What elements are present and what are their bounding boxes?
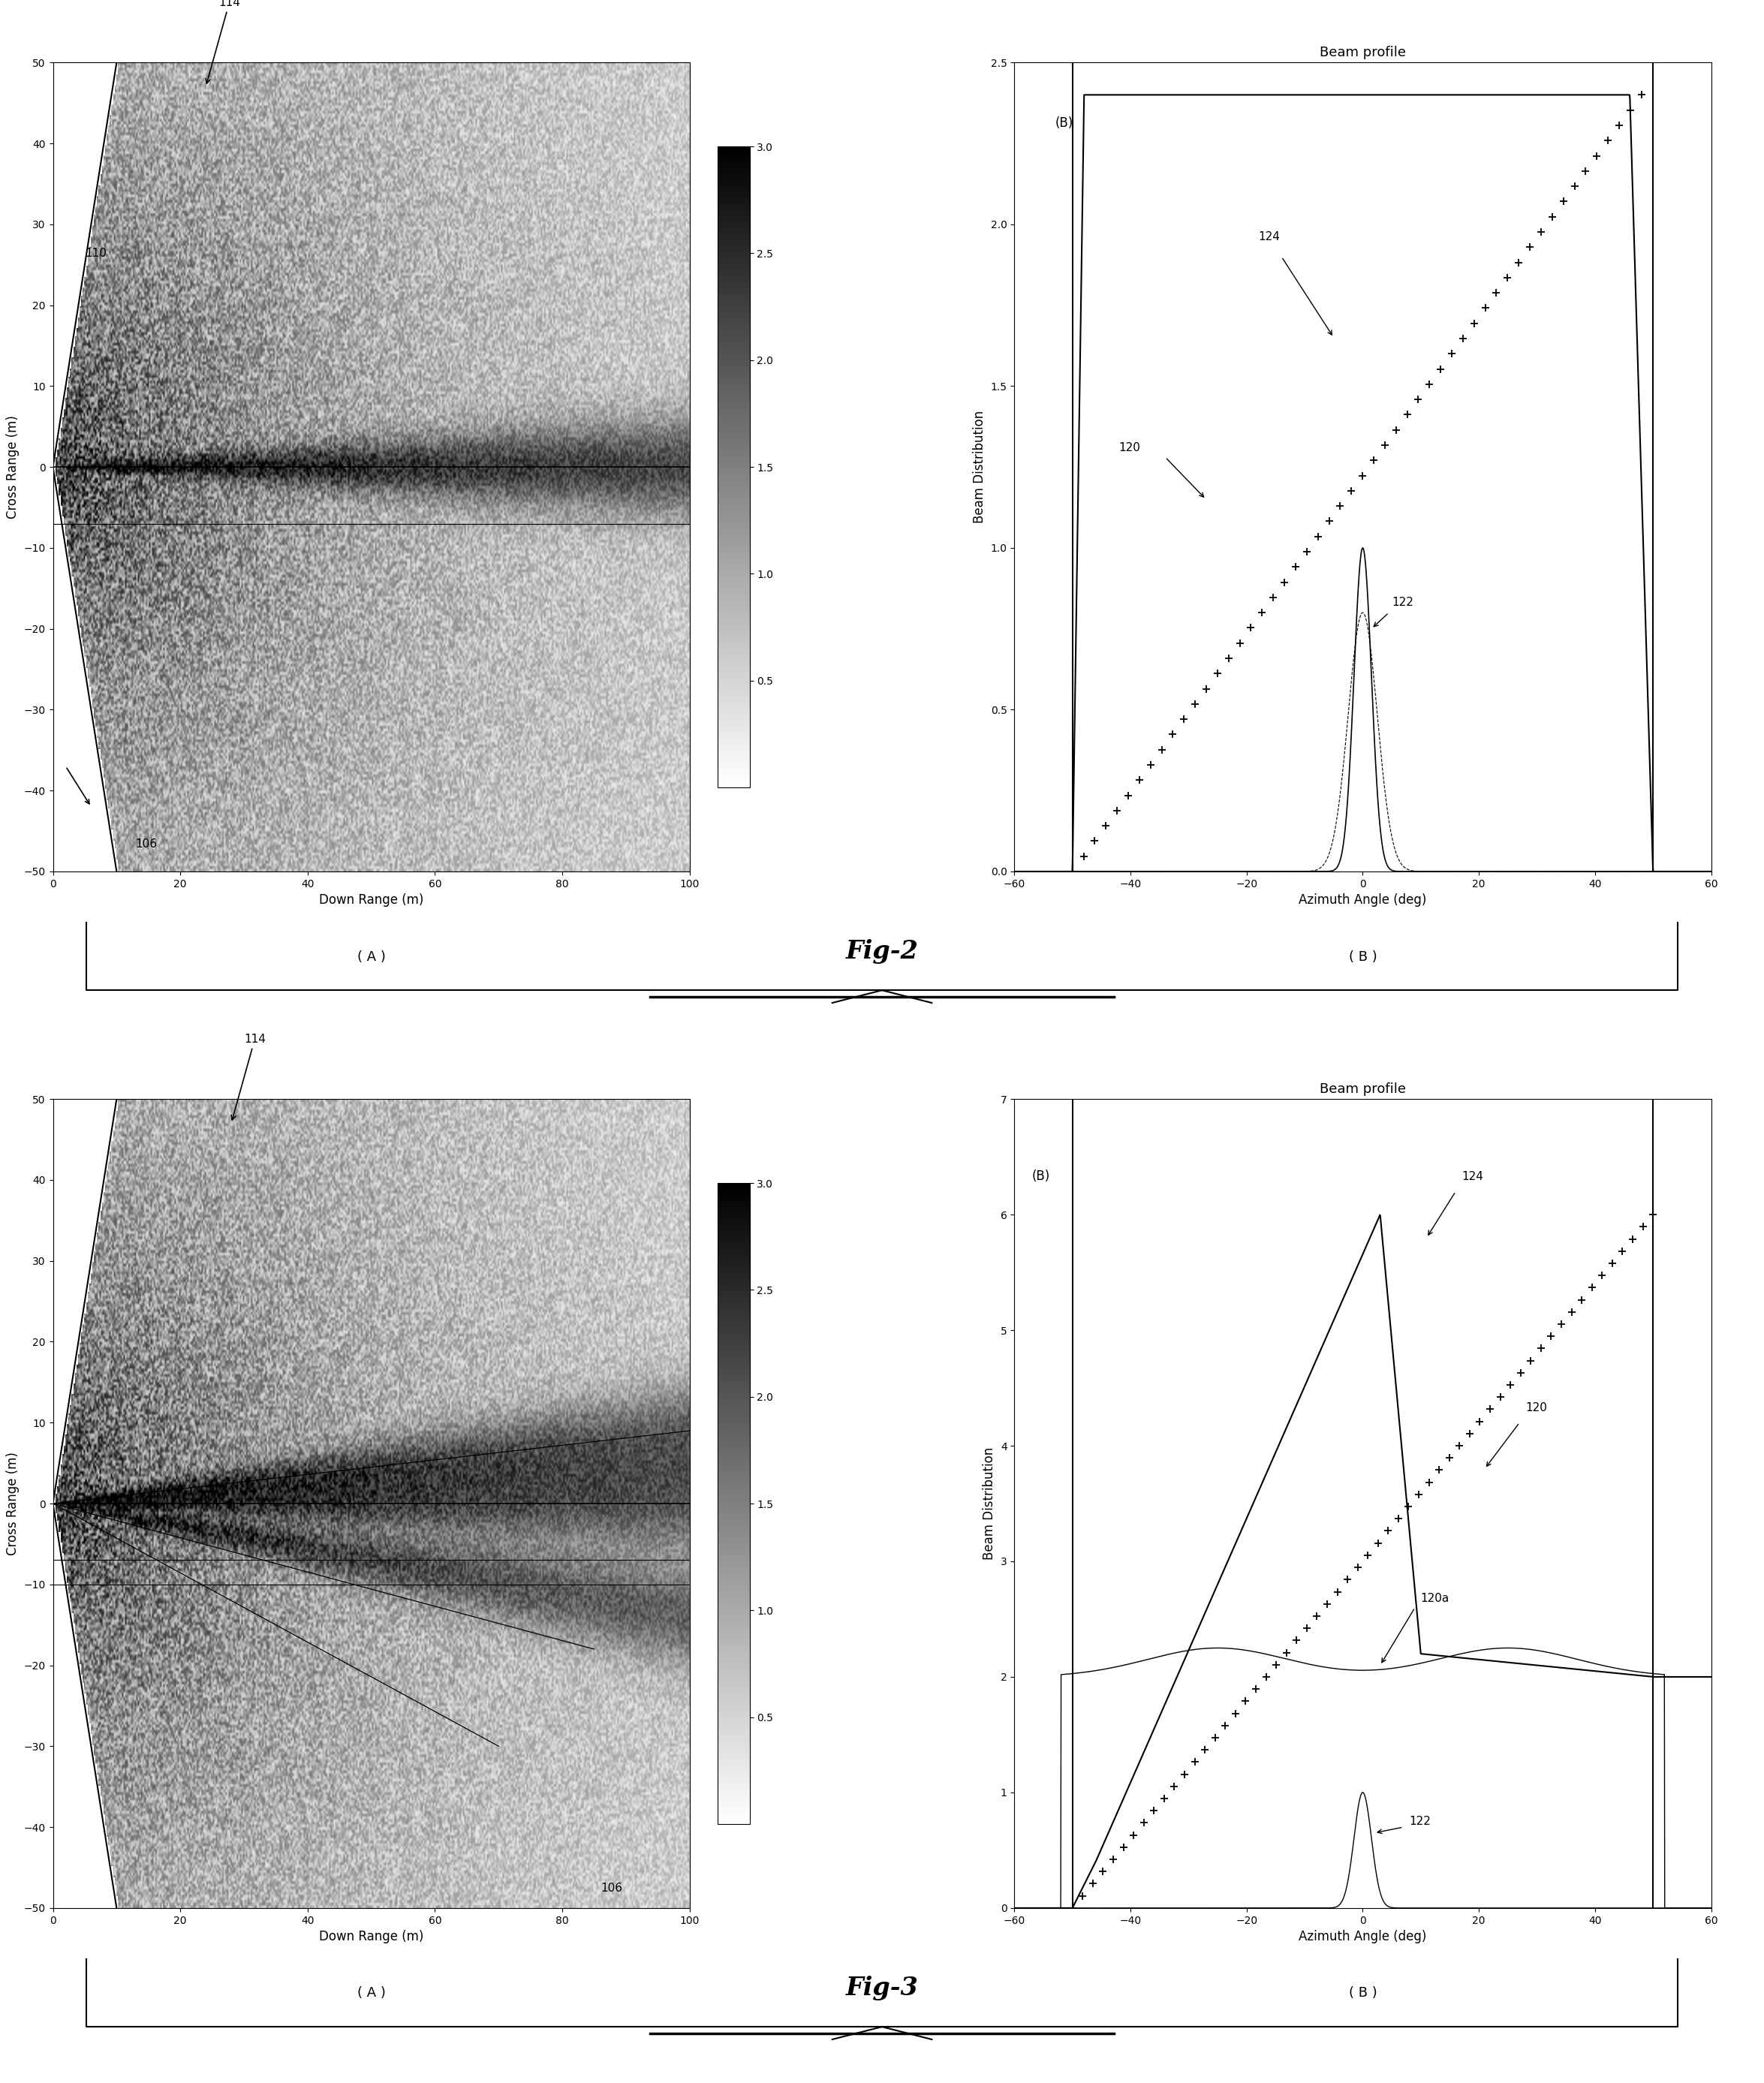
- Text: ( B ): ( B ): [1348, 1987, 1378, 2000]
- Title: Beam profile: Beam profile: [1319, 1083, 1406, 1096]
- Y-axis label: Cross Range (m): Cross Range (m): [5, 1452, 19, 1556]
- Text: ( B ): ( B ): [1348, 950, 1378, 964]
- Text: 110: 110: [85, 248, 106, 258]
- Y-axis label: Beam Distribution: Beam Distribution: [983, 1448, 997, 1560]
- Text: 106: 106: [136, 837, 157, 850]
- Y-axis label: Cross Range (m): Cross Range (m): [5, 415, 19, 519]
- Text: 120a: 120a: [1420, 1593, 1450, 1604]
- Text: 106: 106: [600, 1883, 623, 1893]
- X-axis label: Azimuth Angle (deg): Azimuth Angle (deg): [1298, 1931, 1427, 1943]
- Text: 122: 122: [1392, 598, 1413, 608]
- Y-axis label: Beam Distribution: Beam Distribution: [974, 410, 986, 523]
- Text: 114: 114: [206, 0, 240, 83]
- Text: (B): (B): [1055, 117, 1073, 131]
- Text: ( A ): ( A ): [356, 1987, 386, 2000]
- Text: Fig-2: Fig-2: [845, 939, 919, 964]
- Text: 124: 124: [1461, 1171, 1484, 1183]
- Text: ( A ): ( A ): [356, 950, 386, 964]
- Text: Fig-3: Fig-3: [845, 1975, 919, 2000]
- Text: 124: 124: [1258, 231, 1281, 244]
- Text: 120: 120: [1526, 1402, 1547, 1414]
- Text: 122: 122: [1409, 1816, 1431, 1827]
- X-axis label: Azimuth Angle (deg): Azimuth Angle (deg): [1298, 894, 1427, 906]
- X-axis label: Down Range (m): Down Range (m): [319, 1931, 423, 1943]
- Text: 114: 114: [231, 1033, 266, 1121]
- Text: 120: 120: [1118, 442, 1141, 454]
- X-axis label: Down Range (m): Down Range (m): [319, 894, 423, 906]
- Title: Beam profile: Beam profile: [1319, 46, 1406, 58]
- Text: (B): (B): [1032, 1169, 1050, 1183]
